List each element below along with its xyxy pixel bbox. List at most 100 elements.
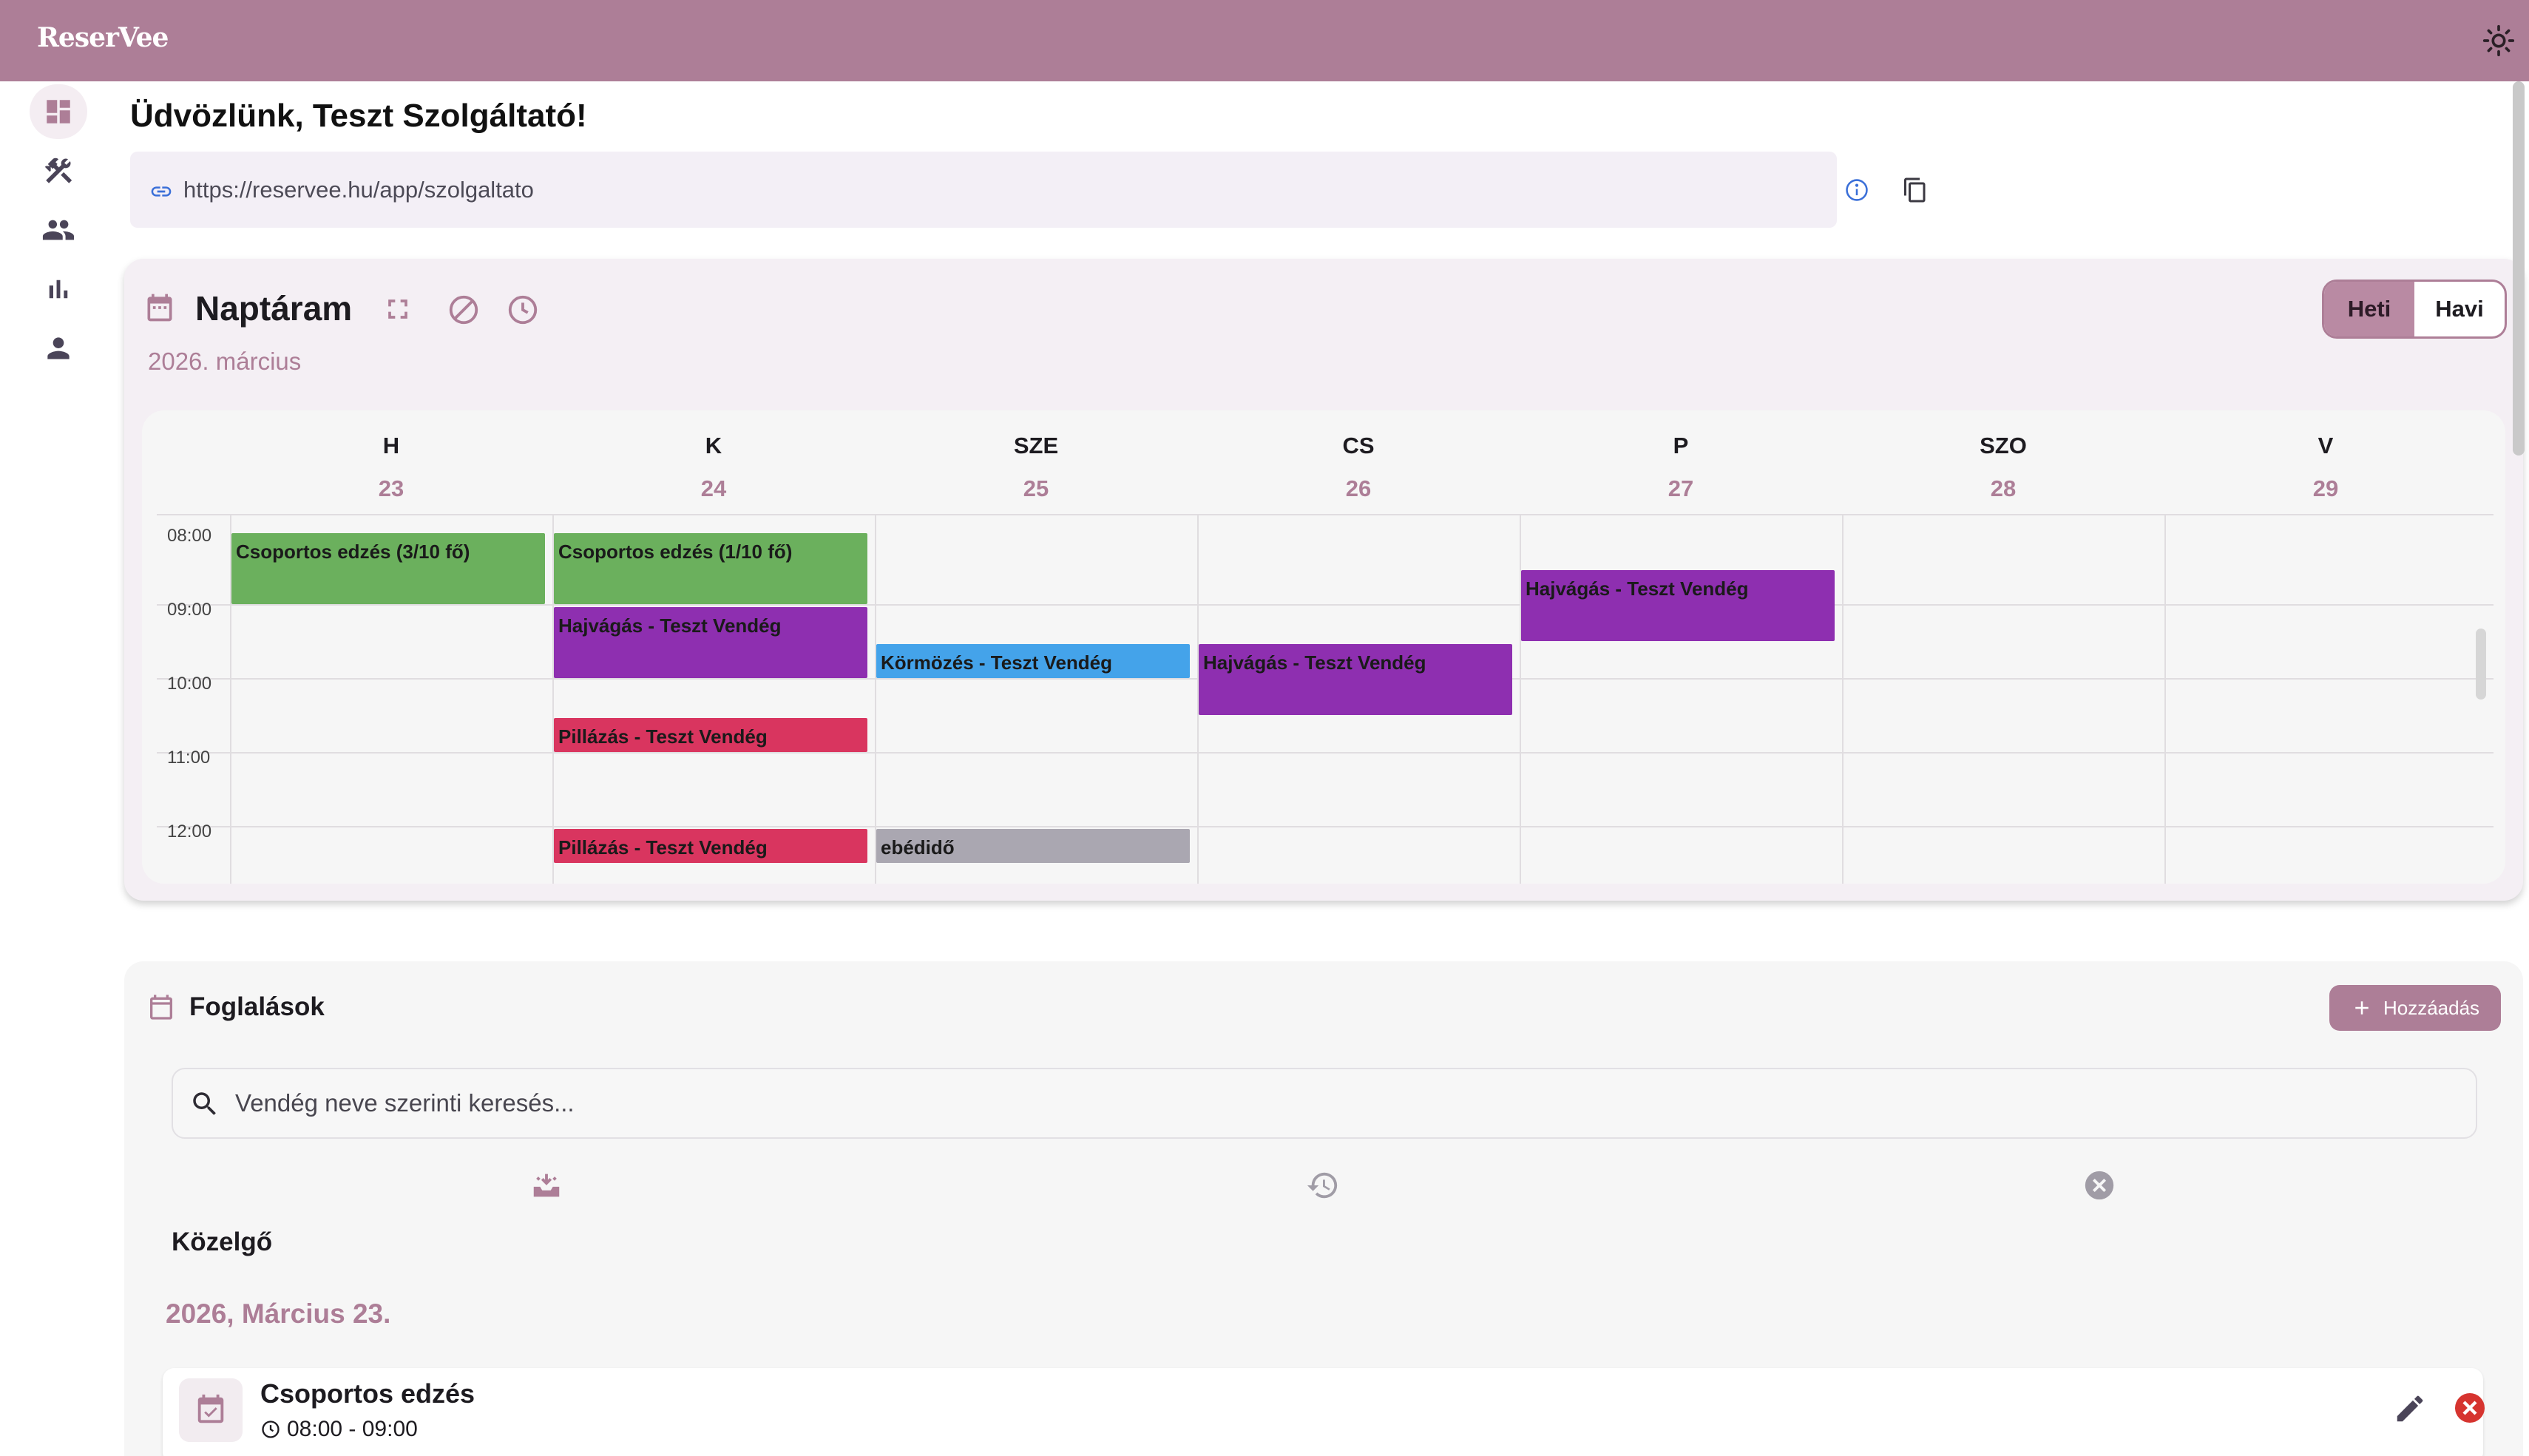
page-scrollbar[interactable] bbox=[2513, 81, 2525, 456]
booking-time-text: 08:00 - 09:00 bbox=[287, 1417, 418, 1441]
clock-icon[interactable] bbox=[506, 293, 540, 327]
calendar-card: Naptáram 2026. március Heti Havi H 23 K 24 S… bbox=[124, 259, 2523, 901]
day-name: CS bbox=[1342, 433, 1375, 458]
calendar-event[interactable]: Csoportos edzés (3/10 fő) bbox=[231, 533, 545, 604]
day-number: 28 bbox=[1990, 475, 2017, 501]
calendar-month: 2026. március bbox=[148, 348, 302, 375]
day-name: H bbox=[382, 433, 400, 458]
calendar-icon bbox=[147, 294, 172, 322]
view-month-button[interactable]: Havi bbox=[2435, 296, 2484, 322]
day-name: SZE bbox=[1013, 433, 1059, 458]
booking-url-text[interactable]: https://reservee.hu/app/szolgaltato bbox=[183, 177, 534, 203]
upcoming-inbox-icon[interactable] bbox=[529, 1168, 563, 1202]
calendar-title: Naptáram bbox=[195, 289, 353, 328]
grid-hour-line bbox=[157, 826, 2494, 827]
grid-day-line bbox=[1197, 514, 1199, 884]
booking-icon-box bbox=[179, 1378, 243, 1442]
calendar-event[interactable]: Pillázás - Teszt Vendég bbox=[554, 829, 867, 863]
booking-url-box: https://reservee.hu/app/szolgaltato bbox=[130, 152, 1926, 228]
day-number: 23 bbox=[378, 475, 404, 501]
calendar-scrollbar[interactable] bbox=[2476, 629, 2486, 700]
grid-hour-line bbox=[157, 752, 2494, 754]
day-number: 27 bbox=[1668, 475, 1694, 501]
info-icon[interactable] bbox=[1844, 177, 1869, 203]
calendar-event[interactable]: Csoportos edzés (1/10 fő) bbox=[554, 533, 867, 604]
time-label: 08:00 bbox=[167, 526, 212, 546]
top-app-bar: ReserVee bbox=[0, 0, 2529, 81]
block-icon[interactable] bbox=[447, 293, 481, 327]
theme-toggle-button[interactable] bbox=[2480, 22, 2517, 59]
day-header[interactable]: SZO 28 bbox=[1842, 433, 2164, 502]
add-booking-button[interactable]: Hozzáadás bbox=[2329, 985, 2501, 1031]
calendar-event[interactable]: Pillázás - Teszt Vendég bbox=[554, 718, 867, 752]
add-booking-label: Hozzáadás bbox=[2383, 996, 2480, 1019]
sidebar-item-customers[interactable] bbox=[30, 203, 87, 257]
day-number: 26 bbox=[1345, 475, 1372, 501]
edit-icon[interactable] bbox=[2393, 1392, 2427, 1426]
calendar-event[interactable]: Körmözés - Teszt Vendég bbox=[876, 644, 1190, 678]
page-title: Üdvözlünk, Teszt Szolgáltató! bbox=[130, 98, 587, 134]
section-upcoming: Közelgő bbox=[172, 1228, 273, 1256]
day-header[interactable]: V 29 bbox=[2164, 433, 2487, 502]
grid-day-line bbox=[2164, 514, 2166, 884]
search-box bbox=[172, 1068, 2477, 1139]
app-logo[interactable]: ReserVee bbox=[37, 22, 169, 53]
day-header[interactable]: P 27 bbox=[1520, 433, 1842, 502]
grid-header-line bbox=[157, 514, 2494, 515]
day-number: 25 bbox=[1023, 475, 1049, 501]
cancelled-icon[interactable] bbox=[2082, 1168, 2116, 1202]
calendar-blank-icon bbox=[150, 995, 172, 1020]
view-toggle: Heti Havi bbox=[2322, 280, 2507, 339]
day-header[interactable]: H 23 bbox=[230, 433, 552, 502]
bookings-card: Foglalások Hozzáadás Közelgő 2026, Márci… bbox=[124, 961, 2523, 1456]
grid-day-line bbox=[1520, 514, 1521, 884]
week-grid: H 23 K 24 SZE 25 CS 26 P 27 SZO 28 V 29 08:00 09:00 10:0… bbox=[142, 410, 2505, 884]
link-icon bbox=[151, 186, 172, 197]
bar-chart-icon bbox=[49, 280, 68, 299]
sun-icon bbox=[2482, 24, 2515, 57]
grid-hour-line bbox=[157, 604, 2494, 606]
calendar-event[interactable]: Hajvágás - Teszt Vendég bbox=[554, 607, 867, 678]
tools-icon bbox=[44, 158, 72, 183]
copy-icon[interactable] bbox=[1902, 177, 1929, 203]
grid-day-line bbox=[875, 514, 876, 884]
day-header[interactable]: K 24 bbox=[552, 433, 875, 502]
clock-small-icon bbox=[262, 1421, 280, 1438]
calendar-event[interactable]: Hajvágás - Teszt Vendég bbox=[1199, 644, 1512, 715]
view-week-button[interactable]: Heti bbox=[2324, 282, 2414, 336]
day-name: SZO bbox=[1980, 433, 2027, 458]
booking-time: 08:00 - 09:00 bbox=[260, 1417, 418, 1442]
booking-list-item[interactable]: Csoportos edzés 08:00 - 09:00 bbox=[163, 1368, 2485, 1456]
date-group-header: 2026, Március 23. bbox=[166, 1298, 391, 1329]
bookings-title: Foglalások bbox=[189, 992, 325, 1021]
sidebar-item-services[interactable] bbox=[30, 143, 87, 198]
search-icon bbox=[193, 1092, 216, 1115]
day-number: 24 bbox=[700, 475, 727, 501]
search-input[interactable] bbox=[235, 1069, 2454, 1137]
grid-day-line bbox=[552, 514, 554, 884]
day-header[interactable]: CS 26 bbox=[1197, 433, 1520, 502]
dashboard-icon bbox=[47, 100, 70, 123]
time-label: 10:00 bbox=[167, 674, 212, 694]
history-icon[interactable] bbox=[1306, 1168, 1340, 1202]
day-name: P bbox=[1673, 433, 1689, 458]
calendar-event[interactable]: Hajvágás - Teszt Vendég bbox=[1521, 570, 1835, 641]
calendar-event[interactable]: ebédidő bbox=[876, 829, 1190, 863]
plus-icon bbox=[2355, 1001, 2369, 1015]
people-icon bbox=[42, 220, 75, 240]
booking-title: Csoportos edzés bbox=[260, 1378, 475, 1409]
sidebar-item-statistics[interactable] bbox=[30, 262, 87, 316]
time-label: 12:00 bbox=[167, 822, 212, 842]
day-name: K bbox=[705, 433, 722, 458]
sidebar-item-profile[interactable] bbox=[30, 321, 87, 376]
day-number: 29 bbox=[2312, 475, 2339, 501]
day-header[interactable]: SZE 25 bbox=[875, 433, 1197, 502]
fullscreen-icon[interactable] bbox=[382, 293, 414, 325]
cancel-booking-icon[interactable] bbox=[2452, 1390, 2488, 1426]
time-label: 11:00 bbox=[167, 748, 211, 768]
event-available-icon bbox=[197, 1394, 224, 1423]
person-icon bbox=[47, 337, 70, 359]
sidebar-item-dashboard[interactable] bbox=[30, 84, 87, 139]
grid-day-line bbox=[230, 514, 231, 884]
day-name: V bbox=[2318, 433, 2334, 458]
